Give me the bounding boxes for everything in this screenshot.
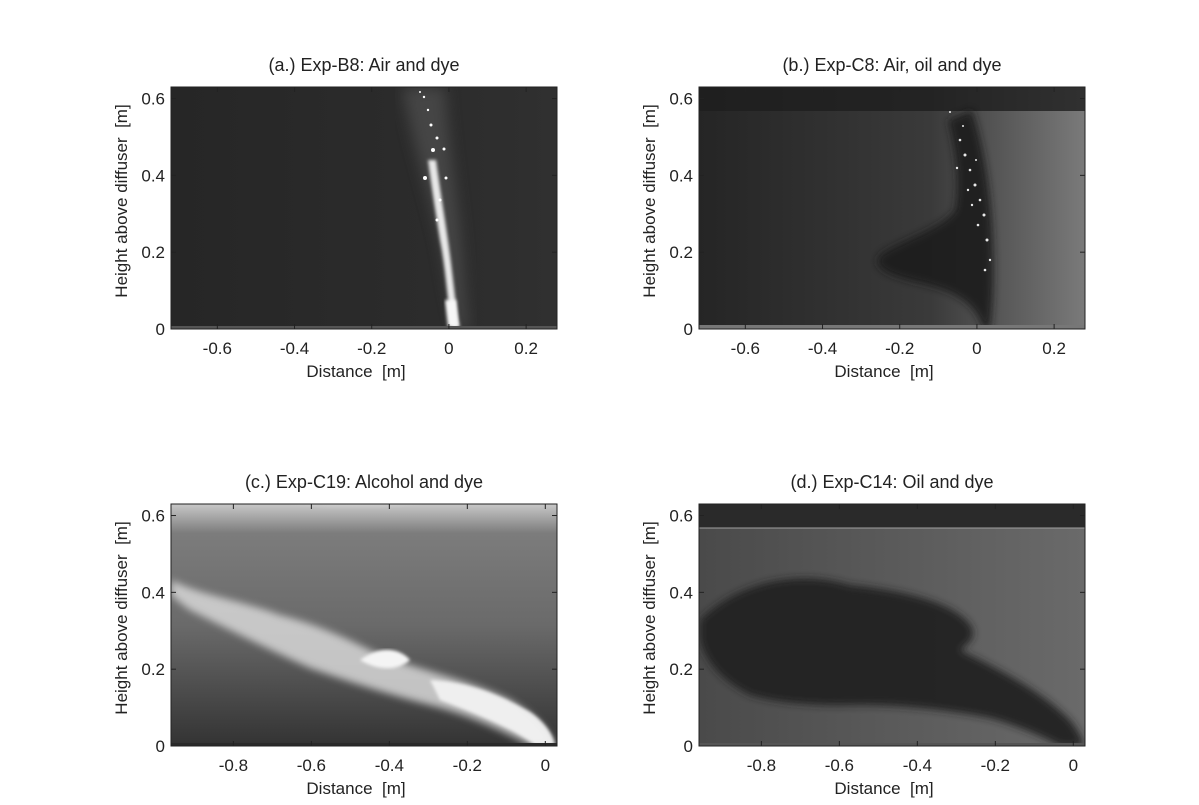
panel-a-xtick-label: -0.6: [203, 339, 232, 358]
panel-a-image: [171, 87, 557, 329]
panel-c-ytick-label: 0.6: [141, 507, 165, 526]
panel-b: (b.) Exp-C8: Air, oil and dye -0.6 -0.4 -0.…: [640, 55, 1086, 381]
panel-a-xtick-label: -0.4: [280, 339, 309, 358]
panel-a-xlabel: Distance [m]: [306, 362, 405, 381]
panel-b-ytick-label: 0.2: [669, 243, 693, 262]
panel-b-xlabel: Distance [m]: [834, 362, 933, 381]
panel-a-title: (a.) Exp-B8: Air and dye: [268, 55, 459, 75]
panel-a-ytick-label: 0.6: [141, 90, 165, 109]
panel-b-axes-frame: [698, 86, 1086, 330]
panel-d-ytick-label: 0.4: [669, 583, 693, 602]
panel-d-xtick-label: -0.4: [903, 756, 932, 775]
panel-d-ytick-label: 0.6: [669, 507, 693, 526]
panel-b-image: [699, 87, 1085, 329]
panel-b-xtick-label: -0.6: [731, 339, 760, 358]
panel-d-xtick-label: -0.2: [981, 756, 1010, 775]
panel-b-xtick-label: 0: [972, 339, 981, 358]
panel-c-xtick-label: -0.2: [453, 756, 482, 775]
panel-b-ytick-label: 0: [684, 320, 693, 339]
panel-b-ytick-label: 0.6: [669, 90, 693, 109]
panel-a-ylabel: Height above diffuser [m]: [112, 104, 131, 297]
panel-c-xtick-label: -0.8: [219, 756, 248, 775]
panel-d-xtick-label: 0: [1069, 756, 1078, 775]
panel-c-ytick-label: 0: [156, 737, 165, 756]
panel-c-ytick-label: 0.4: [141, 583, 165, 602]
panel-d-ytick-label: 0.2: [669, 660, 693, 679]
panel-a-ytick-label: 0: [156, 320, 165, 339]
panel-b-title: (b.) Exp-C8: Air, oil and dye: [782, 55, 1001, 75]
panel-d-ylabel: Height above diffuser [m]: [640, 521, 659, 714]
panel-c-xtick-label: 0: [541, 756, 550, 775]
panel-c-ytick-label: 0.2: [141, 660, 165, 679]
panel-b-ylabel: Height above diffuser [m]: [640, 104, 659, 297]
panel-a: (a.) Exp-B8: Air and dye -0.6 -0.4 -0.2 0 0.2…: [112, 55, 558, 381]
panel-b-xtick-label: -0.4: [808, 339, 837, 358]
panel-c-xlabel: Distance [m]: [306, 779, 405, 798]
panel-d-xtick-label: -0.8: [747, 756, 776, 775]
panel-b-ytick-label: 0.4: [669, 166, 693, 185]
panel-c-image: [171, 504, 557, 746]
panel-d-axes-frame: [698, 503, 1086, 747]
panel-a-ytick-label: 0.2: [141, 243, 165, 262]
panel-c-xtick-label: -0.6: [297, 756, 326, 775]
panel-d-xtick-label: -0.6: [825, 756, 854, 775]
panel-d-xlabel: Distance [m]: [834, 779, 933, 798]
panel-a-xtick-label: 0.2: [514, 339, 538, 358]
panel-a-xtick-label: 0: [444, 339, 453, 358]
panel-d: (d.) Exp-C14: Oil and dye -0.8 -0.6 -0.4 -0.…: [640, 472, 1086, 798]
panel-d-ytick-label: 0: [684, 737, 693, 756]
panel-a-axes-frame: [170, 86, 558, 330]
panel-c-xtick-label: -0.4: [375, 756, 404, 775]
panel-b-xtick-label: 0.2: [1042, 339, 1066, 358]
panel-d-title: (d.) Exp-C14: Oil and dye: [790, 472, 993, 492]
panel-d-image: [699, 504, 1085, 746]
panel-c-ylabel: Height above diffuser [m]: [112, 521, 131, 714]
panel-a-xtick-label: -0.2: [357, 339, 386, 358]
panel-c-title: (c.) Exp-C19: Alcohol and dye: [245, 472, 483, 492]
panel-c-axes-frame: [170, 503, 558, 747]
panel-b-xtick-label: -0.2: [885, 339, 914, 358]
panel-a-ytick-label: 0.4: [141, 166, 165, 185]
panel-c: (c.) Exp-C19: Alcohol and dye -0.8 -0.6 -0.…: [112, 472, 558, 798]
